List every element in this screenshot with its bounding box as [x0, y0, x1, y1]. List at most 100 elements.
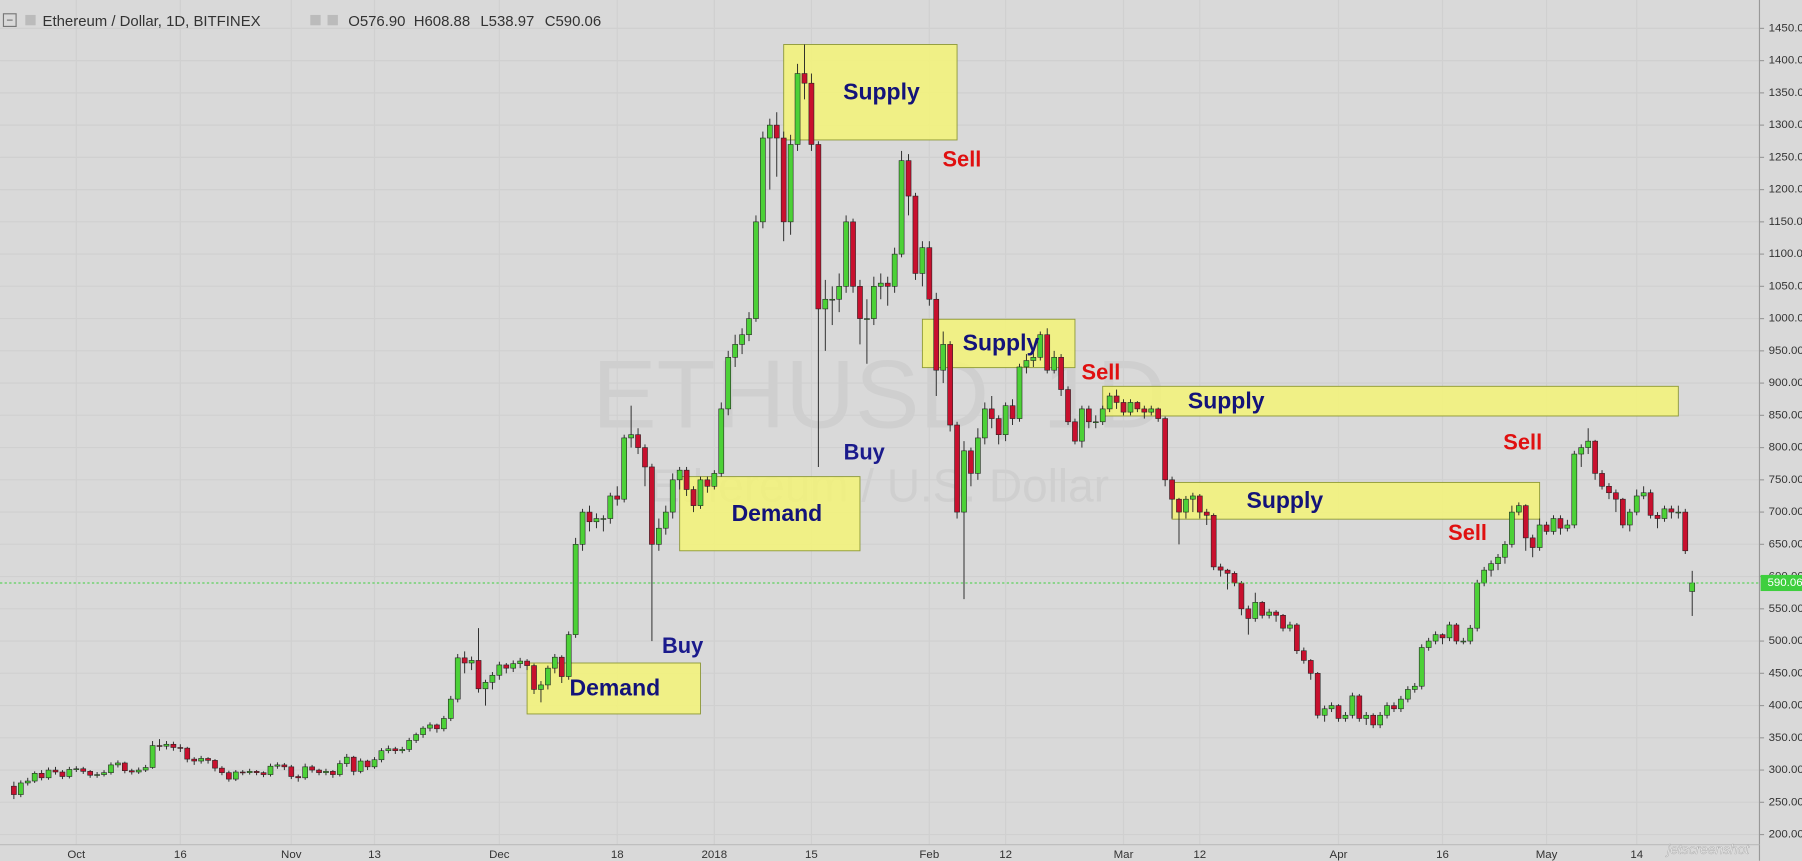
candle-body — [579, 511, 586, 545]
candle-body — [697, 479, 704, 506]
candle-body — [517, 660, 523, 664]
candle-body — [1557, 518, 1564, 529]
y-tick-label: 550.00 — [1769, 603, 1802, 615]
candle-body — [1398, 698, 1404, 710]
candle-body — [1571, 453, 1578, 526]
candle-body — [38, 773, 45, 779]
candle-body — [135, 769, 142, 773]
candle-body — [1502, 544, 1508, 558]
candle-body — [378, 750, 385, 761]
candle-body — [1439, 634, 1446, 639]
candle-body — [988, 408, 995, 419]
candle-body — [1536, 524, 1543, 548]
candle-body — [503, 664, 510, 669]
candle-body — [115, 762, 121, 766]
ohlc-legend: O576.90 H608.88 L538.97 C590.06 — [348, 13, 601, 30]
y-tick-label: 1100.00 — [1769, 248, 1802, 260]
candle-body — [267, 765, 274, 775]
candle-body — [170, 743, 177, 748]
candle-body — [621, 437, 627, 500]
candle-body — [1314, 673, 1321, 716]
candle-body — [482, 682, 489, 690]
candle-body — [66, 769, 73, 777]
candle-body — [274, 764, 281, 767]
y-tick-label: 950.00 — [1769, 345, 1802, 357]
candle-body — [1065, 389, 1071, 423]
candle-body — [1474, 582, 1481, 629]
candle-body — [593, 518, 600, 523]
candle-body — [420, 727, 426, 735]
candle-body — [1446, 624, 1453, 639]
candle-body — [1307, 660, 1314, 674]
candle-body — [1384, 705, 1390, 716]
candle-body — [1522, 505, 1529, 539]
candle-body — [31, 773, 38, 782]
candle-body — [642, 447, 648, 468]
zone-label: Demand — [570, 675, 661, 701]
candle-body — [1349, 695, 1356, 716]
candle-body — [531, 665, 537, 690]
logo: jetscreenshot — [1665, 842, 1750, 857]
candle-body — [1550, 518, 1557, 532]
candle-body — [350, 756, 357, 772]
candle-body — [1079, 408, 1085, 442]
candle-body — [198, 758, 204, 762]
candle-body — [975, 437, 981, 474]
candle-body — [1280, 614, 1286, 629]
candle-body — [607, 495, 614, 519]
y-tick-label: 1050.00 — [1769, 280, 1802, 292]
y-tick-label: 1400.00 — [1769, 55, 1802, 67]
y-tick-label: 900.00 — [1769, 377, 1802, 389]
candle-body — [780, 137, 787, 223]
candle-body — [1127, 402, 1134, 413]
candle-body — [371, 759, 378, 768]
candle-body — [787, 144, 794, 223]
candle-body — [1606, 486, 1612, 494]
candle-body — [1599, 473, 1605, 487]
candle-body — [1675, 511, 1682, 514]
candle-body — [1203, 511, 1210, 516]
symbol-icon — [25, 14, 36, 26]
candle-body — [954, 424, 960, 513]
candle-body — [1238, 582, 1245, 610]
zone-label: Supply — [963, 330, 1040, 356]
candle-body — [746, 318, 752, 336]
candle-body — [1467, 627, 1474, 642]
candle-body — [1564, 524, 1571, 529]
annotation: Buy — [844, 440, 886, 465]
candle-body — [628, 434, 634, 439]
candle-body — [711, 473, 718, 487]
candle-body — [45, 769, 52, 779]
candle-body — [496, 664, 503, 676]
candle-body — [1661, 508, 1668, 519]
candle-body — [1592, 440, 1598, 474]
candle-body — [919, 247, 926, 274]
candle-body — [981, 408, 988, 439]
candle-body — [961, 450, 967, 513]
candle-body — [87, 771, 93, 776]
candle-body — [1058, 357, 1064, 390]
candle-body — [572, 544, 579, 635]
candle-body — [309, 766, 315, 771]
collapse-icon[interactable] — [2, 13, 17, 28]
zone — [526, 662, 701, 715]
candle-body — [219, 767, 225, 773]
candle-body — [434, 724, 440, 730]
candle-body — [1120, 402, 1127, 413]
ohlc-value: H608.88 — [414, 13, 470, 30]
candle-body — [614, 495, 621, 500]
candle-body — [1190, 495, 1196, 500]
candle-body — [843, 221, 849, 287]
x-tick-label: 12 — [999, 849, 1012, 861]
y-tick-label: 200.00 — [1769, 829, 1802, 841]
candle-body — [871, 286, 877, 319]
candle-body — [357, 760, 364, 772]
annotation: Buy — [662, 633, 704, 658]
candle-body — [343, 756, 350, 764]
candle-body — [586, 511, 593, 523]
candle-body — [1425, 640, 1432, 648]
candle-body — [260, 772, 267, 775]
zone-label: Supply — [843, 78, 920, 104]
